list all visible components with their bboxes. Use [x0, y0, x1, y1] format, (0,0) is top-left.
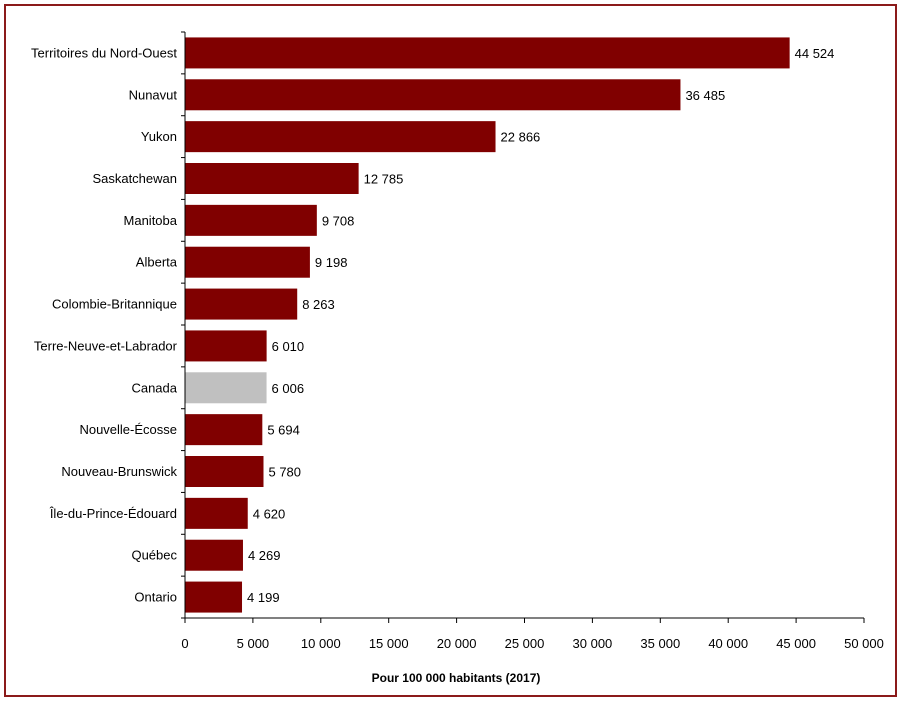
bar-9 [185, 414, 263, 446]
bar-6 [185, 288, 298, 320]
x-tick-label: 40 000 [708, 636, 748, 651]
bar-4 [185, 204, 317, 236]
bar-2 [185, 121, 496, 153]
bar-11 [185, 497, 248, 529]
category-label: Saskatchewan [92, 171, 177, 186]
value-label: 5 780 [268, 465, 301, 480]
bar-0 [185, 37, 790, 69]
bars-layer: Territoires du Nord-Ouest 44 524 Nunavut 36… [31, 37, 835, 613]
value-label: 4 620 [253, 506, 286, 521]
value-label: 4 269 [248, 548, 281, 563]
x-axis: 0 5 000 10 000 15 000 20 000 25 000 30 000 35 0… [181, 31, 884, 651]
x-tick-label: 10 000 [301, 636, 341, 651]
value-label: 8 263 [302, 297, 335, 312]
x-tick-label: 50 000 [844, 636, 884, 651]
value-label: 22 866 [501, 130, 541, 145]
x-tick-label: 15 000 [369, 636, 409, 651]
x-tick-label: 5 000 [237, 636, 270, 651]
category-label: Québec [131, 548, 177, 563]
category-label: Territoires du Nord-Ouest [31, 45, 177, 60]
category-label: Colombie-Britannique [52, 297, 177, 312]
category-label: Manitoba [124, 213, 178, 228]
category-label: Île-du-Prince-Édouard [49, 506, 177, 521]
category-label: Nunavut [129, 87, 178, 102]
value-label: 9 708 [322, 213, 355, 228]
value-label: 6 006 [272, 381, 305, 396]
category-label: Terre-Neuve-et-Labrador [34, 338, 178, 353]
x-tick-label: 30 000 [573, 636, 613, 651]
bar-13 [185, 581, 243, 613]
value-label: 5 694 [267, 423, 300, 438]
bar-7 [185, 330, 267, 362]
category-label: Canada [131, 380, 177, 395]
x-axis-title: Pour 100 000 habitants (2017) [372, 671, 541, 685]
chart-frame [4, 4, 897, 697]
x-tick-label: 0 [181, 636, 188, 651]
category-label: Ontario [134, 590, 177, 605]
value-label: 9 198 [315, 255, 348, 270]
category-label: Nouveau-Brunswick [61, 464, 177, 479]
x-tick-label: 45 000 [776, 636, 816, 651]
bar-1 [185, 79, 681, 111]
bar-5 [185, 246, 310, 278]
x-tick-label: 35 000 [640, 636, 680, 651]
bar-8 [185, 372, 267, 404]
category-label: Alberta [136, 255, 178, 270]
category-label: Nouvelle-Écosse [79, 422, 177, 437]
value-label: 12 785 [364, 172, 404, 187]
value-label: 44 524 [795, 46, 835, 61]
value-label: 4 199 [247, 590, 280, 605]
x-tick-label: 20 000 [437, 636, 477, 651]
x-tick-label: 25 000 [505, 636, 545, 651]
bar-12 [185, 539, 243, 571]
value-label: 6 010 [272, 339, 305, 354]
category-label: Yukon [141, 129, 177, 144]
bar-10 [185, 456, 264, 487]
bar-3 [185, 163, 359, 194]
value-label: 36 485 [685, 88, 725, 103]
